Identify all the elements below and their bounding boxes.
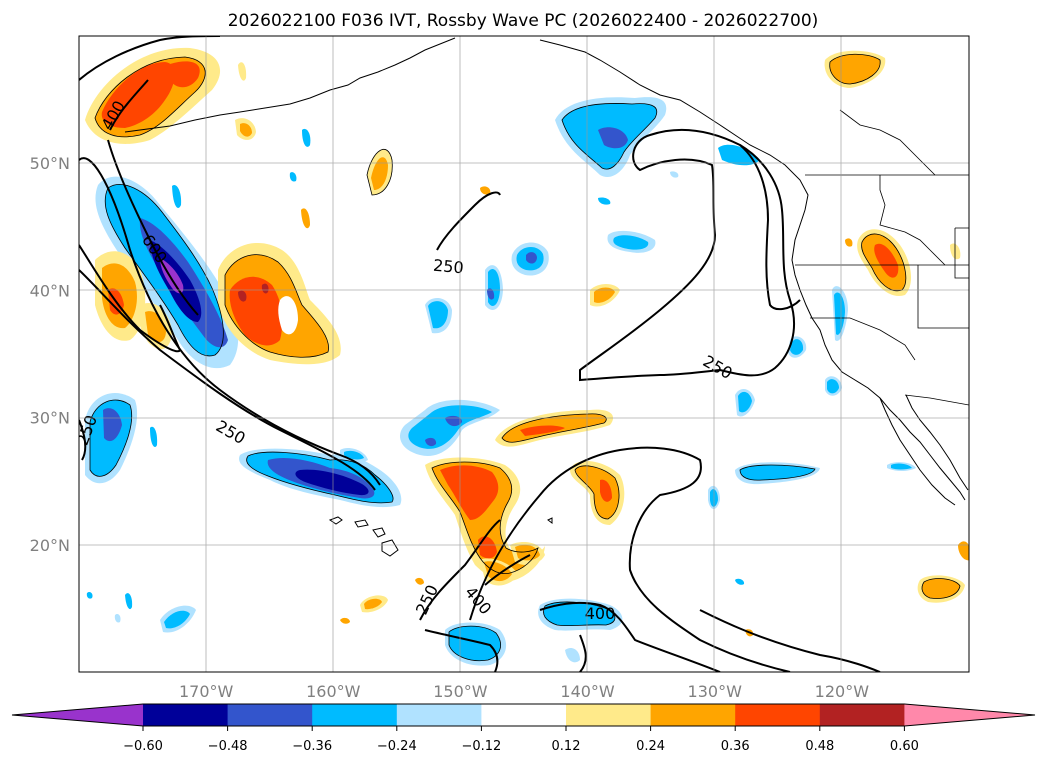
contour-250-goa bbox=[436, 191, 501, 251]
ivt-fill-nw-positive-peak bbox=[101, 62, 175, 128]
colorbar-tick-label: −0.36 bbox=[292, 739, 332, 754]
lat-tick-label: 50°N bbox=[30, 154, 70, 173]
contour-250-ridge bbox=[579, 128, 795, 382]
gridlines bbox=[79, 36, 969, 672]
colorbar-extend-low bbox=[12, 704, 143, 726]
colorbar-segment bbox=[650, 704, 736, 726]
colorbar-segment bbox=[312, 704, 398, 726]
coastlines bbox=[124, 37, 969, 557]
lon-tick-labels: 170°W 160°W 150°W 140°W 130°W 120°W bbox=[179, 682, 869, 701]
contour-400-west bbox=[79, 244, 182, 353]
colorbar-segment bbox=[143, 704, 229, 726]
colorbar-tick-label: −0.12 bbox=[461, 739, 501, 754]
colorbar-tick-label: −0.60 bbox=[123, 739, 163, 754]
colorbar-tick-label: 0.48 bbox=[805, 739, 834, 754]
lon-tick-label: 150°W bbox=[433, 682, 488, 701]
colorbar-segment bbox=[481, 704, 567, 726]
map-content: 400 600 250 250 250 250 250 400 400 bbox=[79, 36, 969, 672]
colorbar-tick-label: 0.24 bbox=[636, 739, 665, 754]
map-frame bbox=[78, 35, 970, 673]
colorbar-segment bbox=[735, 704, 821, 726]
lat-tick-labels: 50°N 40°N 30°N 20°N bbox=[30, 154, 70, 555]
lon-tick-label: 140°W bbox=[560, 682, 615, 701]
colorbar-extend-high bbox=[904, 704, 1035, 726]
colorbar-segment bbox=[566, 704, 652, 726]
contour-250-main bbox=[79, 157, 381, 486]
borders bbox=[795, 109, 969, 406]
colorbar-tick-label: −0.24 bbox=[377, 739, 417, 754]
lon-tick-label: 130°W bbox=[688, 682, 743, 701]
lat-tick-label: 40°N bbox=[30, 281, 70, 300]
lon-tick-label: 160°W bbox=[306, 682, 361, 701]
ivt-shading bbox=[85, 47, 969, 666]
colorbar-tick-label: 0.36 bbox=[721, 739, 750, 754]
colorbar-tick-label: 0.12 bbox=[552, 739, 581, 754]
contour-600 bbox=[107, 139, 199, 316]
lat-tick-label: 20°N bbox=[30, 536, 70, 555]
contour-label-400: 400 bbox=[585, 604, 616, 623]
colorbar-tick-label: 0.60 bbox=[890, 739, 919, 754]
chart-title: 2026022100 F036 IVT, Rossby Wave PC (202… bbox=[228, 11, 819, 31]
colorbar-segment bbox=[396, 704, 482, 726]
colorbar-segment bbox=[819, 704, 905, 726]
contour-label-250: 250 bbox=[432, 256, 464, 278]
lon-tick-label: 120°W bbox=[815, 682, 870, 701]
ivt-contours bbox=[79, 36, 881, 672]
colorbar: −0.60 −0.48 −0.36 −0.24 −0.12 0.12 0.24 0.36 0.4… bbox=[11, 703, 1036, 754]
colorbar-tick-label: −0.48 bbox=[208, 739, 248, 754]
lat-tick-label: 30°N bbox=[30, 409, 70, 428]
colorbar-segment bbox=[227, 704, 313, 726]
lon-tick-label: 170°W bbox=[179, 682, 234, 701]
contour-400-south bbox=[469, 446, 791, 672]
